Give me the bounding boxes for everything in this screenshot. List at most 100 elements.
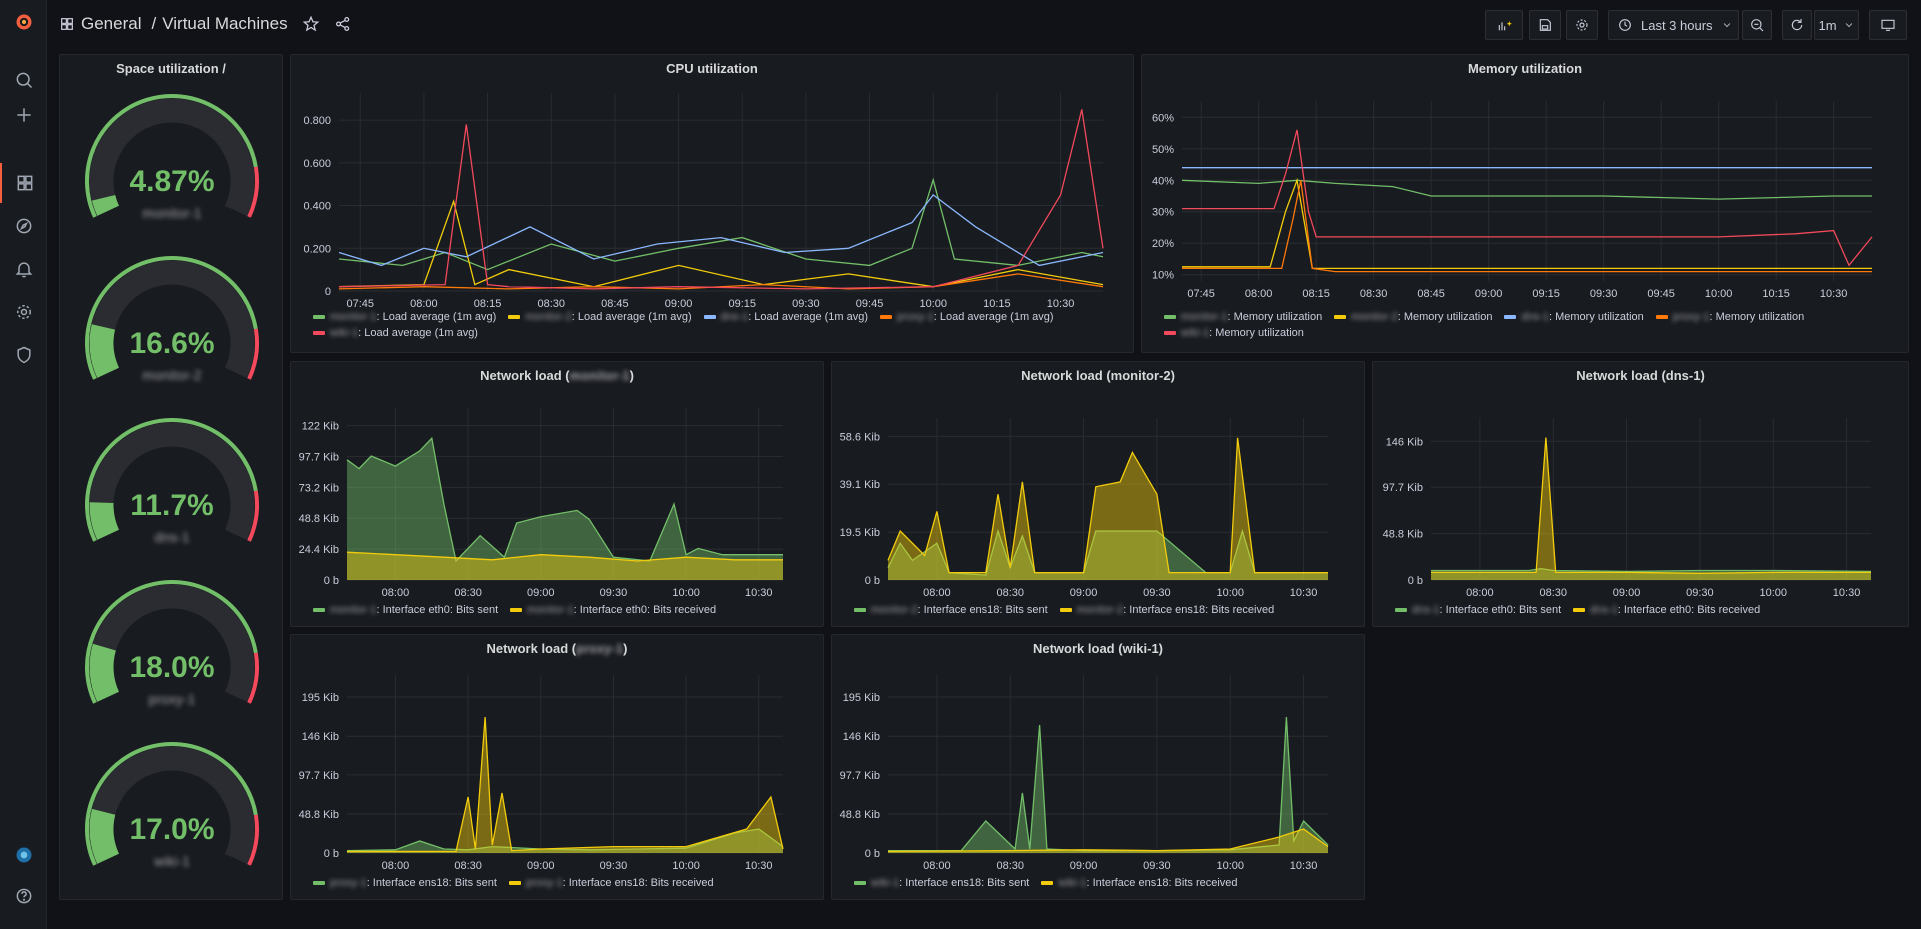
x-tick-label: 09:00 <box>527 860 555 872</box>
shield-icon[interactable] <box>0 335 47 375</box>
legend-item[interactable]: wiki-1: Memory utilization <box>1164 327 1304 339</box>
network-chart[interactable]: 0 b 48.8 Kib 97.7 Kib 146 Kib 195 Kib 08:00 08… <box>291 635 825 901</box>
panel-title: Space utilization / <box>116 61 226 76</box>
y-tick-label: 50% <box>1152 144 1174 156</box>
legend-item[interactable]: wiki-1: Interface ens18: Bits received <box>1041 877 1238 889</box>
zoom-out-button[interactable] <box>1742 10 1772 40</box>
alerting-bell-icon[interactable] <box>0 249 47 289</box>
legend-item[interactable]: monitor-1: Interface eth0: Bits sent <box>313 604 498 616</box>
gauge-dial <box>85 580 259 704</box>
save-dashboard-button[interactable] <box>1529 10 1561 40</box>
legend-item[interactable]: monitor-2: Memory utilization <box>1334 311 1492 323</box>
legend-item[interactable]: proxy-1: Interface ens18: Bits sent <box>313 877 497 889</box>
legend-item[interactable]: monitor-1: Load average (1m avg) <box>313 311 496 323</box>
x-tick-label: 10:30 <box>1290 860 1318 872</box>
dashboards-icon[interactable] <box>0 163 47 203</box>
legend-swatch <box>508 315 521 319</box>
memory-chart[interactable]: 10% 20% 30% 40% 50% 60% 07:45 08:00 08:15 08:30 08… <box>1142 55 1910 354</box>
legend-host: proxy-1 <box>1672 311 1710 323</box>
legend-swatch <box>313 608 325 612</box>
legend-item[interactable]: dns-1: Load average (1m avg) <box>703 311 868 323</box>
tv-mode-button[interactable] <box>1869 10 1907 40</box>
legend-item[interactable]: proxy-1: Load average (1m avg) <box>880 311 1054 323</box>
panel-title: Network load (monitor-1) <box>480 368 634 383</box>
time-range-picker[interactable]: Last 3 hours <box>1608 10 1739 40</box>
gauge-threshold-ok <box>85 418 258 542</box>
legend-item[interactable]: monitor-2: Load average (1m avg) <box>508 311 692 323</box>
breadcrumb-separator: / <box>151 14 157 33</box>
panel-title: Network load (dns-1) <box>1576 368 1705 383</box>
legend-item[interactable]: wiki-1: Interface ens18: Bits sent <box>854 877 1029 889</box>
legend-host: wiki-1 <box>330 327 359 339</box>
legend-host: dns-1 <box>1521 311 1549 323</box>
help-icon[interactable] <box>0 876 47 916</box>
add-panel-button[interactable] <box>1485 10 1523 40</box>
y-tick-label: 58.6 Kib <box>840 431 880 443</box>
refresh-button[interactable] <box>1782 10 1812 40</box>
cpu-chart[interactable]: 0 0.200 0.400 0.600 0.800 07:45 08:00 08:15 08:3… <box>291 55 1135 354</box>
legend-item[interactable]: proxy-1: Interface ens18: Bits received <box>508 877 714 889</box>
network-chart[interactable]: 0 b 48.8 Kib 97.7 Kib 146 Kib 195 Kib 08:00 08… <box>832 635 1366 901</box>
y-tick-label: 97.7 Kib <box>1383 482 1423 494</box>
dashboard-settings-button[interactable] <box>1566 10 1598 40</box>
legend-item[interactable]: dns-1: Interface eth0: Bits sent <box>1395 604 1561 616</box>
gauge-host-label: dns-1 <box>154 529 190 545</box>
share-icon[interactable] <box>334 15 352 33</box>
plus-icon[interactable] <box>0 95 47 135</box>
chart-legend: monitor-2: Interface ens18: Bits sent mon… <box>854 604 1354 616</box>
legend-host: wiki-1 <box>1181 327 1210 339</box>
refresh-interval-picker[interactable]: 1m <box>1814 10 1859 40</box>
x-tick-label: 09:00 <box>1070 860 1098 872</box>
save-icon <box>1539 19 1551 31</box>
legend-item[interactable]: monitor-1: Interface eth0: Bits received <box>510 604 716 616</box>
legend-label: : Interface eth0: Bits sent <box>1439 604 1562 616</box>
legend-swatch <box>1395 608 1407 612</box>
y-tick-label: 48.8 Kib <box>840 809 880 821</box>
gauge-fill <box>89 808 120 864</box>
legend-item[interactable]: monitor-2: Interface ens18: Bits sent <box>854 604 1048 616</box>
gear-icon[interactable] <box>0 292 47 332</box>
legend-host: monitor-1 <box>330 311 377 323</box>
x-tick-label: 08:45 <box>1417 288 1445 300</box>
series-line <box>1182 180 1872 273</box>
series-line <box>338 177 1104 271</box>
monitor-icon <box>1881 19 1895 31</box>
breadcrumb-folder[interactable]: General <box>81 14 142 33</box>
gauge-fill <box>89 324 120 378</box>
legend-item[interactable]: proxy-1: Memory utilization <box>1655 311 1805 323</box>
legend-swatch <box>1573 608 1586 612</box>
legend-label: : Memory utilization <box>1709 311 1805 323</box>
legend-swatch <box>1164 331 1176 335</box>
legend-item[interactable]: dns-1: Interface eth0: Bits received <box>1573 604 1760 616</box>
explore-compass-icon[interactable] <box>0 206 47 246</box>
y-tick-label: 40% <box>1152 175 1174 187</box>
x-tick-label: 08:15 <box>474 298 502 310</box>
gauge-dial <box>85 742 259 866</box>
legend-item[interactable]: wiki-1: Load average (1m avg) <box>313 327 478 339</box>
legend-item[interactable]: monitor-2: Interface ens18: Bits receive… <box>1059 604 1274 616</box>
legend-item[interactable]: dns-1: Memory utilization <box>1504 311 1644 323</box>
x-tick-label: 10:30 <box>1290 587 1318 599</box>
x-tick-label: 09:00 <box>1475 288 1503 300</box>
dashboard-title[interactable]: Virtual Machines <box>162 14 288 33</box>
gauge-dial <box>85 94 259 218</box>
x-tick-label: 09:30 <box>1590 288 1618 300</box>
legend-item[interactable]: monitor-1: Memory utilization <box>1164 311 1322 323</box>
series-area <box>347 552 783 580</box>
grafana-logo-icon[interactable] <box>0 2 47 42</box>
legend-label: : Load average (1m avg) <box>376 311 497 323</box>
star-icon[interactable] <box>302 15 320 33</box>
network-chart[interactable]: 0 b 19.5 Kib 39.1 Kib 58.6 Kib 08:00 08:30 09:… <box>832 362 1366 628</box>
user-avatar-icon[interactable] <box>0 835 47 875</box>
series-line <box>338 109 1104 290</box>
network-chart[interactable]: 0 b 48.8 Kib 97.7 Kib 146 Kib 08:00 08:30 09:0… <box>1373 362 1910 628</box>
search-icon[interactable] <box>0 60 47 100</box>
series-line <box>347 716 784 853</box>
y-tick-label: 146 Kib <box>1386 436 1423 448</box>
legend-label: : Memory utilization <box>1227 311 1323 323</box>
x-tick-label: 09:30 <box>1143 860 1171 872</box>
legend-label: : Load average (1m avg) <box>933 311 1054 323</box>
network-chart[interactable]: 0 b 24.4 Kib 48.8 Kib 73.2 Kib 97.7 Kib 122 K… <box>291 362 825 628</box>
gauge-threshold-ok <box>85 580 258 704</box>
legend-host: monitor-2 <box>525 311 572 323</box>
